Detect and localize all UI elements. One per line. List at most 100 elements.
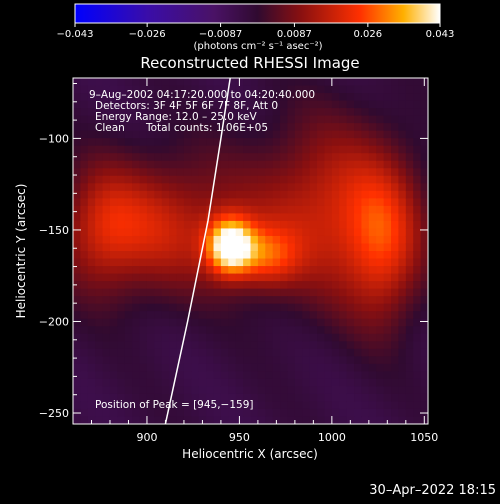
heatmap-cell bbox=[368, 386, 377, 395]
heatmap-cell bbox=[161, 288, 170, 297]
heatmap-cell bbox=[309, 318, 318, 327]
heatmap-cell bbox=[391, 130, 400, 139]
heatmap-cell bbox=[309, 108, 318, 117]
heatmap-cell bbox=[139, 303, 148, 312]
heatmap-cell bbox=[102, 266, 111, 275]
heatmap-cell bbox=[102, 296, 111, 305]
heatmap-cell bbox=[257, 341, 266, 350]
heatmap-cell bbox=[191, 258, 200, 267]
heatmap-cell bbox=[413, 243, 422, 252]
heatmap-cell bbox=[331, 296, 340, 305]
heatmap-cell bbox=[146, 205, 155, 214]
heatmap-cell bbox=[331, 326, 340, 335]
heatmap-cell bbox=[176, 303, 185, 312]
heatmap-cell bbox=[257, 183, 266, 192]
heatmap-cell bbox=[154, 78, 163, 87]
heatmap-cell bbox=[324, 371, 333, 380]
heatmap-cell bbox=[294, 333, 303, 342]
colorbar-tick-label: −0.0087 bbox=[199, 29, 242, 40]
heatmap-cell bbox=[102, 115, 111, 124]
heatmap-cell bbox=[191, 243, 200, 252]
heatmap-cell bbox=[191, 123, 200, 132]
heatmap-cell bbox=[413, 100, 422, 109]
heatmap-cell bbox=[413, 408, 422, 418]
heatmap-cell bbox=[368, 78, 377, 87]
heatmap-cell bbox=[376, 266, 385, 275]
heatmap-cell bbox=[368, 190, 377, 199]
heatmap-cell bbox=[272, 183, 281, 192]
heatmap-cell bbox=[272, 175, 281, 184]
heatmap-cell bbox=[124, 138, 133, 147]
heatmap-cell bbox=[220, 348, 229, 357]
heatmap-cell bbox=[198, 251, 207, 260]
heatmap-cell bbox=[405, 228, 414, 237]
heatmap-cell bbox=[368, 266, 377, 275]
heatmap-cell bbox=[383, 213, 392, 222]
heatmap-cell bbox=[257, 251, 266, 260]
heatmap-cell bbox=[117, 348, 126, 357]
heatmap-cell bbox=[324, 123, 333, 132]
heatmap-cell bbox=[161, 318, 170, 327]
heatmap-cell bbox=[339, 190, 348, 199]
heatmap-cell bbox=[206, 108, 215, 117]
heatmap-cell bbox=[95, 213, 104, 222]
heatmap-cell bbox=[294, 318, 303, 327]
heatmap-cell bbox=[213, 266, 222, 275]
heatmap-cell bbox=[250, 393, 259, 403]
heatmap-cell bbox=[146, 266, 155, 275]
heatmap-cell bbox=[280, 198, 289, 207]
heatmap-cell bbox=[117, 378, 126, 387]
heatmap-cell bbox=[346, 85, 355, 94]
heatmap-cell bbox=[309, 273, 318, 282]
heatmap-cell bbox=[257, 123, 266, 132]
heatmap-cell bbox=[302, 348, 311, 357]
heatmap-cell bbox=[354, 371, 363, 380]
heatmap-cell bbox=[80, 408, 89, 418]
heatmap-cell bbox=[383, 326, 392, 335]
heatmap-cell bbox=[154, 251, 163, 260]
heatmap-cell bbox=[339, 378, 348, 387]
heatmap-cell bbox=[243, 243, 252, 252]
heatmap-cell bbox=[324, 153, 333, 162]
heatmap-cell bbox=[161, 160, 170, 169]
heatmap-cell bbox=[331, 363, 340, 372]
heatmap-cell bbox=[73, 205, 81, 214]
heatmap-cell bbox=[87, 205, 96, 214]
heatmap-cell bbox=[368, 371, 377, 380]
heatmap-cell bbox=[220, 408, 229, 418]
heatmap-cell bbox=[183, 168, 192, 177]
heatmap-cell bbox=[191, 296, 200, 305]
heatmap-cell bbox=[287, 145, 296, 154]
heatmap-cell bbox=[206, 288, 215, 297]
heatmap-cell bbox=[176, 108, 185, 117]
heatmap-cell bbox=[213, 326, 222, 335]
heatmap-cell bbox=[176, 333, 185, 342]
heatmap-cell bbox=[235, 288, 244, 297]
heatmap-cell bbox=[87, 235, 96, 245]
heatmap-cell bbox=[220, 288, 229, 297]
heatmap-cell bbox=[80, 183, 89, 192]
heatmap-cell bbox=[73, 85, 81, 94]
heatmap-cell bbox=[317, 401, 326, 410]
heatmap-cell bbox=[95, 416, 104, 424]
heatmap-cell bbox=[169, 123, 178, 132]
heatmap-cell bbox=[161, 183, 170, 192]
heatmap-cell bbox=[206, 85, 215, 94]
heatmap-cell bbox=[146, 363, 155, 372]
heatmap-cell bbox=[73, 296, 81, 305]
heatmap-cell bbox=[139, 311, 148, 320]
heatmap-cell bbox=[176, 273, 185, 282]
heatmap-cell bbox=[413, 160, 422, 169]
heatmap-cell bbox=[250, 288, 259, 297]
heatmap-cell bbox=[80, 356, 89, 365]
heatmap-cell bbox=[280, 273, 289, 282]
heatmap-cell bbox=[220, 160, 229, 169]
heatmap-cell bbox=[294, 341, 303, 350]
heatmap-cell bbox=[413, 288, 422, 297]
heatmap-cell bbox=[302, 288, 311, 297]
heatmap-cell bbox=[169, 138, 178, 147]
heatmap-cell bbox=[176, 258, 185, 267]
heatmap-cell bbox=[398, 228, 407, 237]
heatmap-cell bbox=[139, 348, 148, 357]
heatmap-cell bbox=[87, 100, 96, 109]
